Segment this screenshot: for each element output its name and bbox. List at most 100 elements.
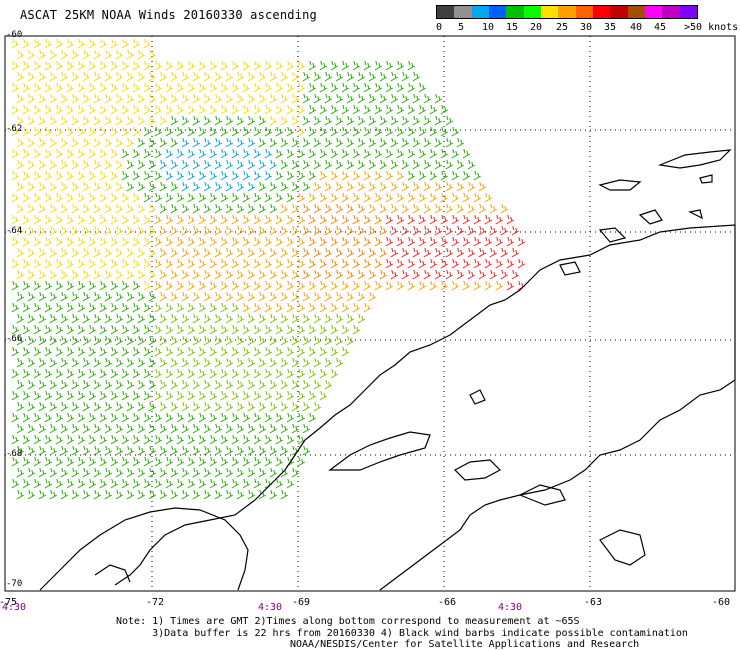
wind-barb: [104, 225, 113, 236]
wind-barb: [11, 104, 20, 115]
wind-barb: [236, 489, 245, 500]
wind-barb: [341, 324, 350, 335]
wind-barb: [44, 148, 53, 159]
wind-barb: [154, 236, 163, 247]
wind-barb: [335, 181, 344, 192]
colorbar-swatch: [644, 6, 663, 18]
wind-barb: [236, 335, 245, 346]
wind-barb: [341, 148, 350, 159]
wind-barb: [71, 93, 80, 104]
wind-barb: [209, 82, 218, 93]
wind-barb: [148, 445, 157, 456]
wind-barb: [385, 258, 394, 269]
wind-barb: [407, 192, 416, 203]
wind-barb: [236, 313, 245, 324]
wind-barb: [44, 38, 53, 49]
wind-barb: [143, 412, 152, 423]
wind-barb: [126, 423, 135, 434]
wind-barb: [38, 291, 47, 302]
wind-barb: [280, 489, 289, 500]
wind-barb: [313, 115, 322, 126]
wind-barb: [247, 181, 256, 192]
wind-barb: [104, 93, 113, 104]
wind-barb: [247, 115, 256, 126]
wind-barb: [462, 148, 471, 159]
wind-barb: [181, 181, 190, 192]
wind-barb: [489, 247, 498, 258]
wind-barb: [132, 236, 141, 247]
wind-barb: [247, 423, 256, 434]
wind-barb: [440, 148, 449, 159]
wind-barb: [33, 456, 42, 467]
wind-barb: [22, 456, 31, 467]
wind-barb: [16, 423, 25, 434]
wind-barb: [88, 346, 97, 357]
wind-barb: [132, 412, 141, 423]
wind-barb: [104, 291, 113, 302]
wind-barb: [203, 71, 212, 82]
wind-barb: [11, 192, 20, 203]
wind-barb: [148, 401, 157, 412]
time-label: 4:30: [498, 602, 523, 613]
wind-barb: [214, 181, 223, 192]
wind-barb: [242, 258, 251, 269]
wind-barb: [291, 291, 300, 302]
wind-barb: [379, 203, 388, 214]
wind-barb: [77, 38, 86, 49]
wind-barb: [434, 269, 443, 280]
wind-barb: [55, 170, 64, 181]
wind-barb: [82, 93, 91, 104]
wind-barb: [291, 401, 300, 412]
wind-barb: [473, 192, 482, 203]
wind-barb: [159, 247, 168, 258]
wind-barb: [126, 203, 135, 214]
wind-barb: [22, 324, 31, 335]
wind-barb: [82, 247, 91, 258]
wind-barb: [379, 159, 388, 170]
wind-barb: [401, 225, 410, 236]
wind-barb: [66, 126, 75, 137]
wind-barb: [99, 434, 108, 445]
wind-barb: [148, 225, 157, 236]
wind-barb: [302, 379, 311, 390]
wind-barb: [82, 467, 91, 478]
wind-barb: [286, 60, 295, 71]
colorbar-tick-label: 30: [580, 22, 593, 33]
wind-barb: [137, 247, 146, 258]
wind-barb: [99, 368, 108, 379]
wind-barb: [484, 258, 493, 269]
wind-barb: [324, 291, 333, 302]
wind-barb: [38, 379, 47, 390]
wind-barb: [264, 456, 273, 467]
wind-barb: [330, 192, 339, 203]
wind-barb: [110, 324, 119, 335]
wind-barb: [99, 478, 108, 489]
wind-barb: [110, 236, 119, 247]
wind-barb: [286, 346, 295, 357]
wind-barb: [220, 214, 229, 225]
wind-barb: [176, 148, 185, 159]
wind-barb: [374, 104, 383, 115]
wind-barb: [269, 357, 278, 368]
wind-barb: [242, 456, 251, 467]
wind-barb: [335, 357, 344, 368]
colorbar-swatch: [592, 6, 611, 18]
wind-barb: [60, 115, 69, 126]
wind-barb: [302, 71, 311, 82]
wind-barb: [22, 60, 31, 71]
wind-barb: [275, 104, 284, 115]
wind-barb: [220, 368, 229, 379]
wind-barb: [88, 280, 97, 291]
colorbar-tick-label: 40: [630, 22, 643, 33]
wind-barb: [198, 280, 207, 291]
wind-barb: [209, 126, 218, 137]
wind-barb: [170, 445, 179, 456]
wind-barb: [187, 104, 196, 115]
wind-barb: [214, 357, 223, 368]
wind-barb: [308, 368, 317, 379]
wind-barb: [44, 60, 53, 71]
colorbar-swatch: [523, 6, 541, 18]
wind-barb: [401, 137, 410, 148]
wind-barb: [88, 214, 97, 225]
wind-barb: [159, 335, 168, 346]
